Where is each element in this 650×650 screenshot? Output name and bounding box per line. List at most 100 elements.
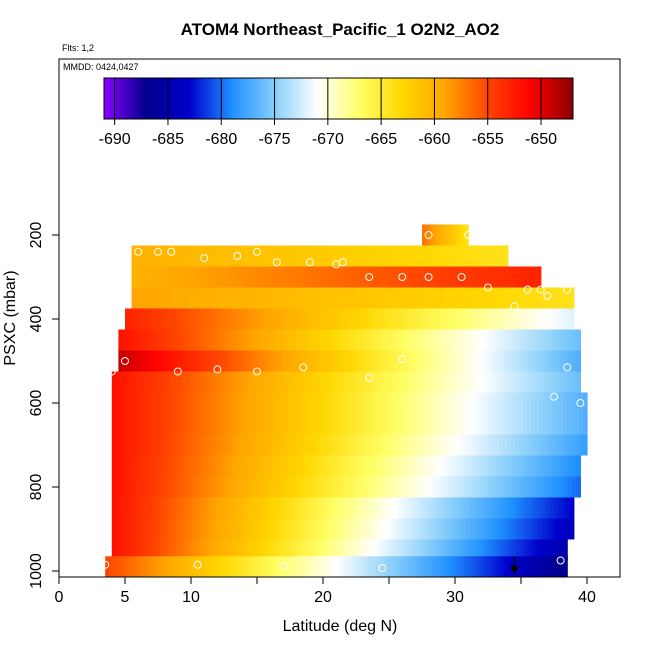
observation-point [173,367,182,376]
heatmap-cell [182,329,187,351]
heatmap-cell [151,476,157,498]
heatmap-cell [548,476,553,498]
heatmap-cell [303,392,309,414]
heatmap-cell [535,392,540,414]
heatmap-cell [509,497,515,519]
heatmap-cell [247,245,253,267]
heatmap-cell [514,287,519,309]
heatmap-cell [435,413,440,435]
heatmap-cell [143,497,149,519]
heatmap-cell [456,455,461,477]
heatmap-cell [367,413,372,435]
heatmap-cell [451,413,456,435]
heatmap-cell [541,308,547,330]
heatmap-cell [135,455,141,477]
heatmap-cell [203,371,209,393]
heatmap-cell [179,455,185,477]
x-tick-label: 40 [578,589,596,606]
heatmap-cell [472,455,477,477]
heatmap-cell [363,434,368,456]
heatmap-cell [480,371,485,393]
heatmap-cell [216,518,221,540]
heatmap-cell [358,287,364,309]
heatmap-cell [512,350,518,372]
heatmap-cell [415,539,420,561]
heatmap-cell [123,476,129,498]
heatmap-cell [159,287,165,309]
heatmap-cell [428,266,434,288]
y-tick-label: 1000 [28,553,45,589]
heatmap-cell [455,392,460,414]
heatmap-cell [443,556,449,577]
heatmap-cell [539,434,544,456]
heatmap-cell [231,476,237,498]
heatmap-cell [371,413,376,435]
heatmap-cell [390,287,396,309]
heatmap-cell [259,245,265,267]
heatmap-cell [312,455,317,477]
heatmap-cell [343,539,349,561]
dates-label: MMDD: 0424,0427 [63,62,139,72]
observation-point [576,399,585,407]
heatmap-cell [355,392,360,414]
heatmap-cell [422,287,427,309]
heatmap-cell [492,350,498,372]
heatmap-cell [207,392,213,414]
heatmap-cell [461,497,466,519]
heatmap-cell [280,266,285,288]
heatmap-cell [188,556,194,577]
heatmap-cell [340,556,345,577]
observation-point [101,560,110,569]
heatmap-cell [470,287,475,309]
heatmap-cell [565,308,571,330]
heatmap-cell [272,497,278,519]
heatmap-cell [473,308,479,330]
heatmap-cell [399,245,405,267]
heatmap-cell [159,371,165,393]
heatmap-cell [203,434,209,456]
heatmap-cell [411,539,416,561]
heatmap-cell [187,392,193,414]
colorbar-tick-label: -680 [205,131,237,148]
heatmap-cell [491,245,497,267]
heatmap-cell [357,350,362,372]
heatmap-cell [501,308,507,330]
heatmap-cell [249,329,255,351]
heatmap-cell [211,266,217,288]
heatmap-cell [268,518,274,540]
heatmap-cell [352,476,357,498]
heatmap-cell [512,266,518,288]
heatmap-cell [166,350,171,372]
heatmap-cell [219,434,225,456]
heatmap-cell [187,287,192,309]
heatmap-cell [424,476,429,498]
heatmap-cell [524,350,530,372]
heatmap-cell [273,350,279,372]
heatmap-cell [299,539,305,561]
colorbar-tick-label: -675 [259,131,291,148]
heatmap-cell [464,371,469,393]
heatmap-cell [339,245,345,267]
heatmap-cell [439,392,444,414]
heatmap-cell [249,308,254,330]
heatmap-cell [277,329,283,351]
heatmap-cell [480,266,486,288]
heatmap-cell [111,497,117,519]
heatmap-cell [211,434,217,456]
heatmap-cell [560,455,565,477]
heatmap-cell [158,329,163,351]
heatmap-cell [532,350,538,372]
heatmap-cell [220,556,226,577]
heatmap-cell [284,455,289,477]
heatmap-cell [441,308,447,330]
heatmap-cell [133,308,138,330]
heatmap-cell [404,371,409,393]
heatmap-cell [396,371,401,393]
heatmap-cell [299,245,305,267]
heatmap-cell [509,308,515,330]
heatmap-cell [476,371,481,393]
heatmap-cell [137,556,142,577]
heatmap-cell [137,308,142,330]
heatmap-cell [415,556,421,577]
